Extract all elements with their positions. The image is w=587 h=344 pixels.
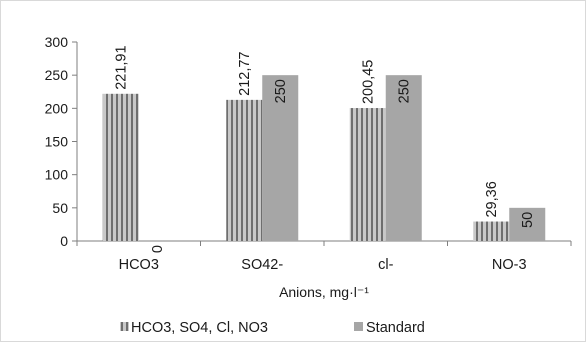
bar-series-1: [349, 108, 386, 241]
data-label-series-2: 250: [397, 79, 413, 103]
y-tick-label: 300: [45, 34, 69, 50]
x-axis-title: Anions, mg·l⁻¹: [279, 284, 369, 300]
bar-series-1: [473, 221, 510, 241]
x-tick-label: NO-3: [492, 257, 527, 273]
bar-series-2: [385, 75, 422, 242]
y-tick-label: 150: [45, 134, 69, 150]
x-tick-label: SO42-: [241, 257, 283, 273]
y-tick-label: 200: [45, 100, 69, 116]
y-tick-label: 0: [60, 233, 68, 249]
data-label-series-2: 0: [150, 245, 166, 253]
axes: 0 50 100 150 200 250 300 HCO3 SO42- cl- NO-3: [45, 34, 572, 273]
bar-series-2: [262, 75, 299, 242]
data-labels: 221,91 0 212,77 250 200,45 250 29,36 50: [114, 45, 537, 253]
y-tick-label: 100: [45, 167, 69, 183]
legend: HCO3, SO4, Cl, NO3 Standard: [120, 320, 425, 336]
legend-swatch-series-2: [354, 322, 363, 331]
x-tick-label: cl-: [378, 257, 393, 273]
data-label-series-2: 50: [520, 212, 536, 228]
bar-series-1: [226, 99, 263, 241]
bar-series-1: [102, 93, 139, 241]
legend-label-series-2: Standard: [366, 320, 425, 336]
data-label-series-1: 200,45: [361, 60, 377, 104]
legend-label-series-1: HCO3, SO4, Cl, NO3: [131, 320, 268, 336]
bars: [102, 75, 546, 242]
x-tick-label: HCO3: [119, 257, 159, 273]
data-label-series-1: 29,36: [484, 181, 500, 217]
legend-swatch-series-1: [120, 322, 129, 331]
data-label-series-2: 250: [273, 79, 289, 103]
y-tick-label: 50: [52, 200, 68, 216]
bar-series-2: [509, 207, 546, 241]
y-tick-label: 250: [45, 67, 69, 83]
data-label-series-1: 221,91: [114, 45, 130, 89]
data-label-series-1: 212,77: [237, 52, 253, 96]
